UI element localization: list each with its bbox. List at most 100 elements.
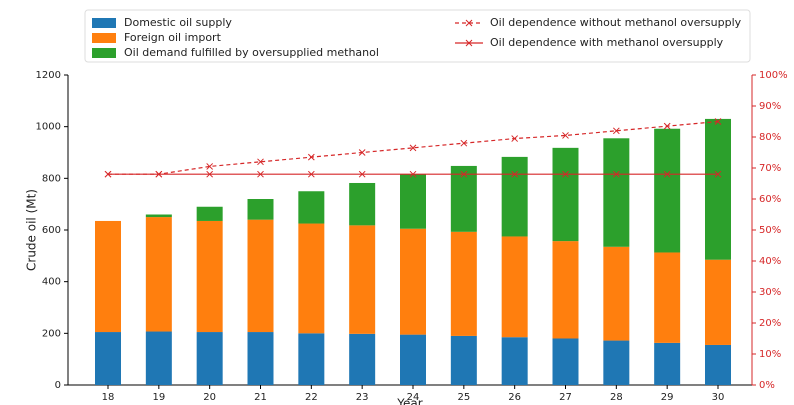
y-tick-label: 600 [42, 225, 61, 236]
legend-swatch [92, 33, 116, 43]
bar [247, 219, 274, 333]
y2-tick-label: 100% [759, 70, 788, 81]
marker [511, 170, 519, 178]
bar [603, 138, 630, 247]
bar [552, 147, 579, 242]
bar [400, 174, 426, 229]
marker [562, 170, 569, 178]
legend-label: Oil dependence with methanol oversupply [490, 36, 724, 49]
x-tick-label: 23 [356, 392, 369, 403]
bar [654, 252, 681, 343]
marker [307, 153, 315, 161]
y2-tick-label: 90% [759, 101, 781, 112]
marker [257, 158, 264, 166]
bar [705, 259, 731, 345]
y-tick-label: 1200 [36, 70, 61, 81]
bar [95, 220, 121, 333]
marker [714, 118, 722, 125]
y2-tick-label: 20% [759, 318, 781, 329]
x-tick-label: 29 [661, 392, 674, 403]
bar [196, 220, 223, 333]
bar [501, 156, 528, 237]
bar [349, 182, 376, 226]
bar [552, 338, 579, 385]
y-axis-label: Crude oil (Mt) [25, 189, 39, 271]
x-tick-label: 19 [152, 392, 165, 403]
marker [206, 163, 214, 170]
y2-tick-label: 40% [759, 256, 781, 267]
bar [247, 332, 274, 385]
marker [460, 170, 468, 178]
marker [612, 127, 620, 135]
bar [603, 340, 630, 385]
bar [298, 191, 325, 224]
x-tick-label: 28 [610, 392, 623, 403]
legend-label: Foreign oil import [124, 31, 222, 44]
bar [705, 118, 731, 260]
y-tick-label: 0 [55, 380, 61, 391]
marker [409, 144, 417, 152]
marker [409, 170, 417, 178]
y2-tick-label: 0% [759, 380, 775, 391]
x-tick-label: 24 [407, 392, 420, 403]
y-tick-label: 1000 [36, 122, 61, 133]
y2-tick-label: 10% [759, 349, 781, 360]
legend-swatch [92, 18, 116, 28]
y2-tick-label: 60% [759, 194, 781, 205]
bar [145, 214, 172, 218]
bar [298, 223, 325, 334]
x-axis-label: Year [396, 397, 422, 405]
legend-label: Domestic oil supply [124, 16, 232, 29]
bar [501, 236, 528, 338]
marker [257, 170, 264, 178]
x-tick-label: 22 [305, 392, 318, 403]
bar [654, 342, 681, 385]
bar [349, 333, 376, 385]
y-tick-label: 400 [42, 277, 61, 288]
legend-label: Oil demand fulfilled by oversupplied met… [124, 46, 379, 59]
bar [552, 241, 579, 339]
legend-swatch [92, 48, 116, 58]
x-tick-label: 21 [254, 392, 267, 403]
bar [247, 199, 274, 220]
bar [349, 225, 376, 334]
bar [196, 332, 223, 385]
marker [663, 170, 671, 178]
marker [307, 170, 315, 178]
y-tick-label: 800 [42, 173, 61, 184]
y2-tick-label: 50% [759, 225, 781, 236]
bar [450, 231, 477, 336]
marker [714, 170, 722, 178]
bar [501, 337, 528, 385]
bar [654, 128, 681, 253]
bar [705, 344, 731, 385]
marker [206, 170, 214, 178]
y2-tick-label: 70% [759, 163, 781, 174]
y2-tick-label: 80% [759, 132, 781, 143]
marker [358, 149, 366, 156]
bar [603, 246, 630, 341]
marker [155, 170, 163, 178]
x-tick-label: 20 [203, 392, 216, 403]
marker [460, 139, 468, 147]
x-tick-label: 25 [457, 392, 470, 403]
y-tick-label: 200 [42, 328, 61, 339]
x-tick-label: 30 [712, 392, 725, 403]
legend-box [84, 9, 751, 63]
bar [145, 217, 172, 332]
legend-label: Oil dependence without methanol oversupp… [490, 16, 742, 29]
marker [511, 135, 519, 142]
bar [450, 335, 477, 385]
y2-tick-label: 30% [759, 287, 781, 298]
x-tick-label: 26 [508, 392, 521, 403]
bar [400, 334, 426, 385]
bar [298, 333, 325, 385]
x-tick-label: 27 [559, 392, 572, 403]
bar [145, 331, 172, 385]
legend-marker [465, 39, 473, 47]
marker [104, 170, 112, 178]
marker [663, 122, 671, 130]
bar [400, 228, 426, 335]
marker [612, 170, 620, 178]
